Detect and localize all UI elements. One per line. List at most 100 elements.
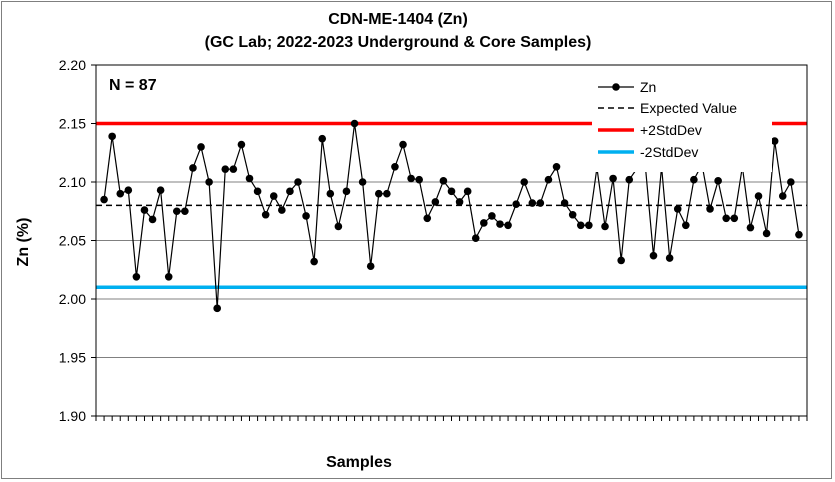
zn-data-point: [576, 221, 585, 230]
legend-marker-zn: [612, 83, 620, 91]
legend: Zn Expected Value +2StdDev -2StdDev: [592, 76, 772, 172]
y-tick-label: 2.10: [59, 174, 86, 190]
legend-entry-label: +2StdDev: [640, 122, 702, 138]
zn-data-point: [253, 187, 262, 196]
y-tick-label: 2.15: [59, 116, 86, 132]
zn-data-point: [617, 256, 625, 265]
x-axis-ticks: [95, 416, 808, 421]
zn-data-point: [294, 178, 302, 186]
legend-entry-label: -2StdDev: [640, 144, 698, 160]
zn-data-point: [455, 198, 464, 206]
zn-data-point: [172, 207, 181, 216]
zn-data-point: [706, 205, 714, 213]
zn-data-point: [269, 192, 278, 200]
zn-data-point: [520, 178, 529, 186]
zn-data-point: [302, 212, 310, 220]
zn-data-point: [374, 189, 383, 198]
zn-data-point: [116, 189, 125, 198]
zn-data-point: [552, 162, 561, 171]
zn-data-point: [164, 272, 173, 281]
zn-data-point: [609, 174, 617, 183]
zn-data-point: [391, 162, 399, 171]
zn-data-point: [447, 187, 456, 196]
zn-data-point: [334, 222, 343, 231]
zn-data-point: [512, 200, 520, 209]
zn-data-point: [770, 137, 779, 145]
zn-data-point: [318, 134, 327, 143]
zn-data-point: [682, 221, 690, 230]
zn-data-point: [350, 119, 359, 128]
zn-data-point: [536, 199, 545, 207]
zn-data-point: [189, 164, 197, 172]
zn-data-point: [310, 257, 318, 266]
y-axis-ticks: 1.90 1.95 2.00 2.05 2.10 2.15 2.20: [59, 57, 96, 424]
y-tick-label: 2.00: [59, 291, 86, 307]
zn-data-point: [722, 214, 731, 223]
zn-data-point: [496, 220, 504, 228]
zn-data-point: [245, 174, 254, 183]
zn-data-point: [124, 186, 133, 194]
zn-data-point: [568, 210, 577, 219]
legend-entry-label: Expected Value: [640, 100, 737, 116]
zn-data-point: [730, 214, 739, 223]
plot-area-border: [95, 64, 808, 417]
zn-data-point: [439, 177, 448, 185]
zn-data-point: [431, 198, 440, 206]
zn-data-point: [528, 199, 537, 207]
zn-data-point: [423, 214, 432, 223]
zn-data-point: [665, 254, 674, 262]
zn-data-point: [787, 178, 795, 186]
zn-data-point: [221, 165, 230, 173]
zn-data-point: [778, 192, 787, 200]
y-tick-label: 1.90: [59, 408, 86, 424]
zn-data-point: [463, 187, 472, 196]
y-axis-label: Zn (%): [15, 218, 32, 267]
zn-data-point: [488, 212, 496, 220]
zn-data-point: [156, 186, 165, 194]
zn-data-point: [504, 221, 512, 230]
zn-data-point: [714, 177, 722, 185]
zn-data-point: [383, 189, 391, 198]
legend-entry-label: Zn: [640, 79, 656, 95]
zn-data-point: [762, 229, 771, 238]
zn-data-point: [480, 219, 488, 227]
zn-data-point: [148, 215, 157, 224]
zn-data-point: [326, 189, 335, 198]
zn-data-point: [132, 272, 141, 281]
zn-data-point: [366, 262, 375, 271]
chart-subtitle: (GC Lab; 2022-2023 Underground & Core Sa…: [205, 34, 592, 51]
zn-data-point: [754, 192, 763, 200]
zn-data-point: [690, 175, 698, 184]
zn-data-point: [407, 174, 415, 183]
zn-data-point: [342, 187, 351, 196]
zn-data-point: [229, 165, 238, 173]
chart-title: CDN-ME-1404 (Zn): [328, 11, 468, 28]
zn-data-point: [415, 175, 423, 184]
zn-data-point: [205, 178, 213, 186]
zn-data-point: [181, 207, 189, 216]
zn-data-point: [560, 199, 569, 207]
zn-data-point: [746, 223, 755, 232]
sample-count-annotation: N = 87: [109, 77, 157, 94]
zn-data-point: [544, 175, 553, 184]
zn-data-point: [140, 206, 149, 214]
zn-data-point: [601, 222, 609, 231]
zn-data-point: [213, 304, 221, 313]
zn-data-point: [278, 206, 286, 214]
zn-data-point: [625, 175, 634, 184]
zn-data-point: [108, 132, 116, 141]
zn-data-point: [795, 230, 803, 239]
zn-data-point: [399, 140, 407, 149]
x-axis-label: Samples: [326, 454, 392, 471]
zn-data-point: [673, 205, 682, 213]
zn-data-point: [585, 221, 593, 230]
legend-background: [592, 76, 772, 172]
zn-data-point: [197, 143, 205, 151]
zn-data-point: [237, 140, 246, 149]
zn-data-point: [261, 210, 270, 219]
zn-data-point: [358, 178, 367, 186]
y-tick-label: 2.05: [59, 233, 86, 249]
zn-data-point: [649, 251, 658, 260]
